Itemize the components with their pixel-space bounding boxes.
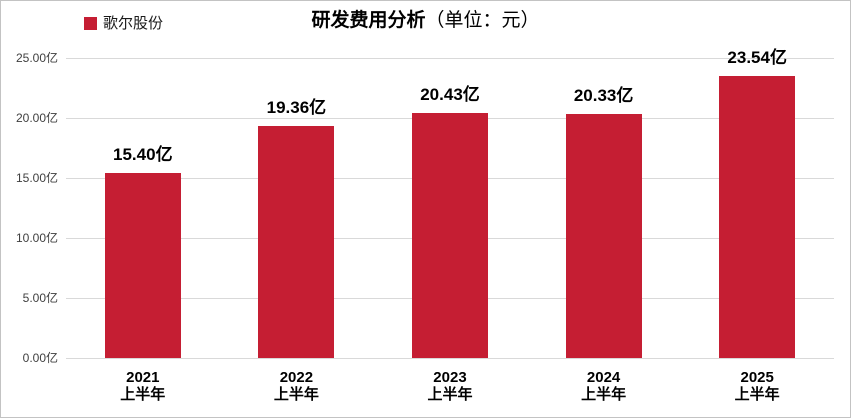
x-axis-year: 2023 <box>433 369 467 386</box>
legend: 歌尔股份 <box>84 16 163 31</box>
legend-color-swatch <box>84 17 97 30</box>
bar-2023 <box>412 113 488 358</box>
x-axis-category-label: 2023 上半年 <box>427 369 472 403</box>
y-axis-tick-label: 10.00亿 <box>15 231 58 245</box>
x-axis-year: 2022 <box>279 369 314 386</box>
x-axis-period: 上半年 <box>734 386 780 403</box>
chart-title-unit: （单位：元） <box>425 10 540 31</box>
y-axis-tick-label: 20.00亿 <box>15 111 58 125</box>
legend-series-label: 歌尔股份 <box>103 15 164 32</box>
x-axis-period: 上半年 <box>581 386 627 403</box>
x-axis-category-label: 2021 上半年 <box>120 369 165 403</box>
bar-2024 <box>565 114 642 358</box>
x-axis-category-label: 2025 上半年 <box>735 369 780 403</box>
bar-value-label: 20.33亿 <box>573 86 634 105</box>
x-axis-year: 2025 <box>740 369 774 386</box>
bar-value-label: 20.43亿 <box>420 85 480 104</box>
bar-value-label: 23.54亿 <box>727 48 787 67</box>
bar-2021 <box>104 173 181 358</box>
gridline <box>66 57 834 59</box>
gridline <box>66 357 834 359</box>
bar-value-label: 15.40亿 <box>113 145 173 164</box>
plot-area: 0.00亿 5.00亿 10.00亿 15.00亿 20.00亿 25.00亿 15.40亿… <box>16 49 834 403</box>
y-axis-tick-label: 5.00亿 <box>22 291 58 305</box>
x-axis-category-label: 2022 上半年 <box>274 369 319 403</box>
x-axis-period: 上半年 <box>120 386 166 403</box>
x-axis-year: 2024 <box>586 369 621 386</box>
x-axis-year: 2021 <box>126 369 160 386</box>
chart-title-text: 研发费用分析 <box>311 10 426 31</box>
y-axis-tick-label: 15.00亿 <box>15 171 58 185</box>
chart-title: 研发费用分析（单位：元） <box>311 10 540 32</box>
x-axis-period: 上半年 <box>427 386 473 403</box>
x-axis-category-label: 2024 上半年 <box>581 369 626 403</box>
y-axis-tick-label: 25.00亿 <box>15 51 58 65</box>
bar-2022 <box>258 126 335 358</box>
x-axis-period: 上半年 <box>273 386 319 403</box>
bar-2025 <box>719 76 796 358</box>
y-axis-tick-label: 0.00亿 <box>22 351 58 365</box>
bar-value-label: 19.36亿 <box>266 98 327 117</box>
